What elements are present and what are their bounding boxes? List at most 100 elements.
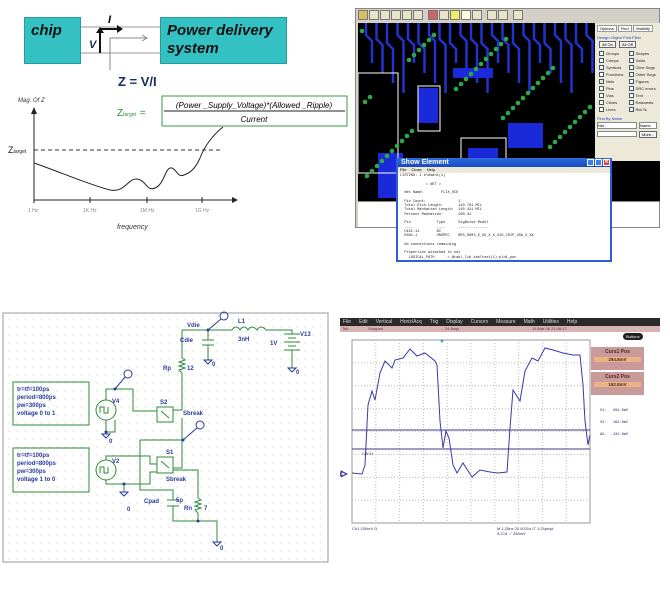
filter-checkbox[interactable]: Cline Segs [628,64,659,71]
scope-menu-math[interactable]: Math [523,319,535,325]
checkbox[interactable] [628,72,634,77]
find-name-input[interactable] [597,131,637,137]
filter-checkbox[interactable]: Lines [599,106,629,113]
filter-checkbox[interactable]: Other Segs [628,71,659,78]
maximize-button[interactable] [595,159,602,166]
chip-block: chip [24,17,81,64]
scope-menu-help[interactable]: Help [566,319,578,325]
note1-line: period=800ps [17,395,57,401]
open-icon[interactable] [358,10,368,20]
cursor1-panel[interactable]: Curs1 Pos 294.8mV [591,347,644,370]
find-mode-select[interactable]: Name [639,122,657,129]
minimize-button[interactable] [587,159,594,166]
tab-find[interactable]: Find [617,25,632,32]
checkbox[interactable] [628,65,634,70]
cursor-label: C8CH [362,451,373,456]
scope-menu-horizacq[interactable]: Horiz/Acq [400,319,422,325]
checkbox[interactable] [599,72,604,77]
checkbox-label: Groups [606,51,620,56]
filter-checkbox[interactable]: DRC errors [628,85,659,92]
checkbox[interactable] [599,100,604,105]
zoom-fit-icon[interactable] [402,10,412,20]
checkbox[interactable] [599,58,604,63]
trace [385,23,395,83]
checkbox[interactable]: ✓ [599,79,604,84]
menu-close[interactable]: Close [411,167,422,172]
info-icon[interactable] [439,10,449,20]
zoom-icon[interactable] [369,10,379,20]
tab-visibility[interactable]: Visibility [632,25,653,32]
x-axis-arrow [232,197,238,203]
trace [396,23,405,93]
filter-checkbox[interactable]: Groups [599,50,629,57]
board-outline [358,72,399,174]
scope-menu-utilities[interactable]: Utilities [542,319,559,325]
filter-checkbox[interactable]: Figures [628,78,659,85]
menu-file[interactable]: File [400,167,407,172]
checkbox-label: Voids [635,58,646,63]
checkbox[interactable] [628,86,634,91]
filter-checkbox[interactable]: Clines [599,99,629,106]
tab-options[interactable]: Options [597,25,617,32]
current-arrowhead [117,25,123,33]
checkbox[interactable] [628,100,634,105]
filter-checkboxes: Groups Shapes Comps Voids Symbols Cline Segs F… [597,50,658,113]
filter-checkbox[interactable]: Pins [599,85,629,92]
curs2-value: 162.8mV [594,382,641,387]
filter-checkbox[interactable]: Text [628,92,659,99]
buttons-button[interactable]: Buttons [623,333,643,340]
close-button[interactable]: ✕ [603,159,610,166]
filter-checkbox[interactable]: ✓ Nets [599,78,629,85]
all-on-button[interactable]: All On [599,41,616,48]
filter-checkbox[interactable]: Functions [599,71,629,78]
refresh-icon[interactable] [498,10,508,20]
dialog-listing: LISTING: 1 element(s) < NET > Net Name: … [400,174,534,260]
checkbox[interactable] [628,51,634,56]
checkbox[interactable] [599,51,604,56]
via [577,114,583,120]
all-off-button[interactable]: All Off [618,41,636,48]
filter-checkbox[interactable]: Voids [628,57,659,64]
checkbox[interactable] [628,58,634,63]
via [530,85,536,91]
checkbox[interactable] [599,93,604,98]
highlight-icon[interactable] [450,10,460,20]
scope-menu-cursors[interactable]: Cursors [470,319,489,325]
zoom-in-icon[interactable] [380,10,390,20]
find-by-name-title: Find By Name [597,116,623,121]
scope-menu-trig[interactable]: Trig [429,319,439,325]
checkbox[interactable] [628,79,634,84]
scope-menu-file[interactable]: File [343,319,352,325]
filter-checkbox[interactable]: Symbols [599,64,629,71]
color-icon[interactable] [428,10,438,20]
grid-icon[interactable] [487,10,497,20]
filter-checkbox[interactable]: Comps [599,57,629,64]
scope-menu-vertical[interactable]: Vertical [375,319,393,325]
filter-checkbox[interactable]: Ratsnests [628,99,659,106]
scope-menu-display[interactable]: Display [446,319,463,325]
filter-checkbox[interactable]: Vias [599,92,629,99]
help-icon[interactable] [513,10,523,20]
scope-menu-edit[interactable]: Edit [359,319,368,325]
zoom-prev-icon[interactable] [413,10,423,20]
filter-checkbox[interactable]: Rat Ts [628,106,659,113]
checkbox[interactable] [628,93,634,98]
checkbox-label: Vias [606,93,614,98]
dehighlight-icon[interactable] [461,10,471,20]
filter-checkbox[interactable]: Shapes [628,50,659,57]
checkbox[interactable] [628,107,634,112]
scope-menu-measure[interactable]: Measure [496,319,516,325]
checkbox[interactable] [599,65,604,70]
menu-help[interactable]: Help [426,167,435,172]
find-type-select[interactable]: Net [597,122,637,129]
via [478,61,484,67]
label-ground: 0 [212,362,216,368]
trace [438,23,447,93]
layer-icon[interactable] [472,10,482,20]
more-button[interactable]: More... [639,131,658,138]
checkbox[interactable] [599,107,604,112]
checkbox[interactable] [599,86,604,91]
zoom-out-icon[interactable] [391,10,401,20]
cursor2-panel[interactable]: Curs2 Pos 162.8mV [591,372,644,395]
tick-label: 1G Hz [195,208,210,214]
